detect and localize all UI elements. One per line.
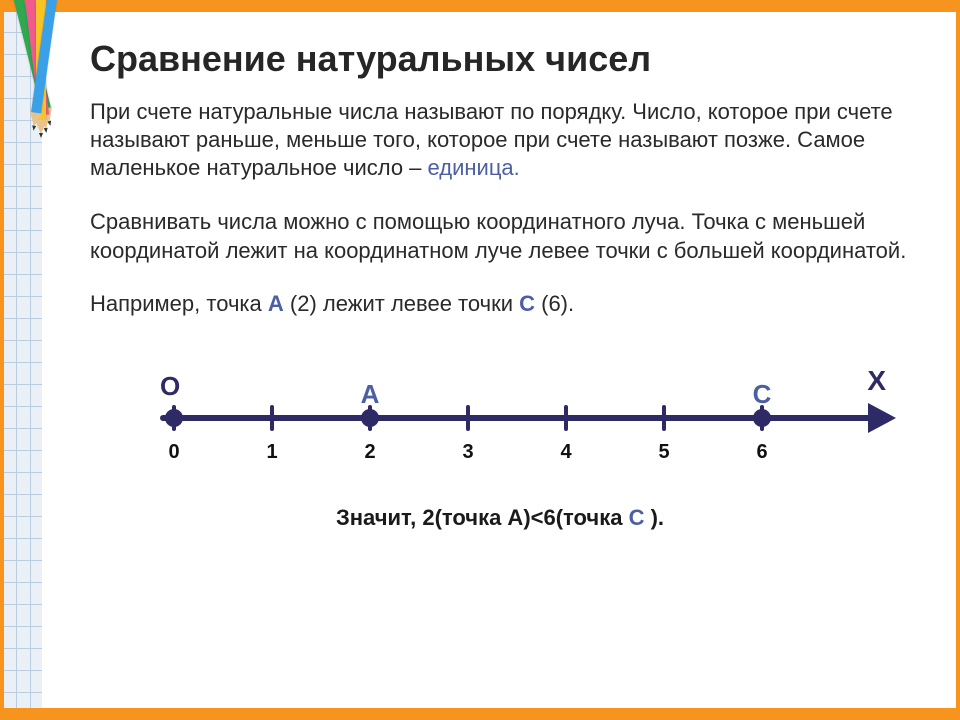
content-area: Сравнение натуральных чисел При счете на…: [90, 38, 910, 690]
axis-tick: [662, 405, 666, 431]
example-point-c: С: [519, 291, 535, 316]
axis-point-dot: [361, 409, 379, 427]
axis-tick-label: 6: [756, 441, 767, 464]
example-line: Например, точка А (2) лежит левее точки …: [90, 291, 910, 317]
axis-point-dot: [165, 409, 183, 427]
axis-tick: [466, 405, 470, 431]
axis-tick-label: 5: [658, 441, 669, 464]
example-point-a: А: [268, 291, 284, 316]
axis-tick-label: 1: [266, 441, 277, 464]
example-coord-c: (6).: [541, 291, 574, 316]
axis-tick: [270, 405, 274, 431]
axis-arrow-icon: [868, 403, 896, 433]
axis-point-dot: [753, 409, 771, 427]
conclusion-point: С: [629, 505, 651, 530]
axis-x-label: X: [867, 365, 886, 397]
axis-tick-label: 3: [462, 441, 473, 464]
axis-tick: [564, 405, 568, 431]
axis-line: [160, 415, 880, 421]
axis-point-label: C: [753, 379, 772, 410]
axis-origin-label: O: [160, 371, 180, 402]
conclusion-pre: Значит, 2(точка А)<6(точка: [336, 505, 622, 530]
example-mid: лежит левее точки: [323, 291, 519, 316]
example-pre: Например, точка: [90, 291, 262, 316]
example-coord-a: (2): [290, 291, 323, 316]
conclusion-line: Значит, 2(точка А)<6(точка С ).: [90, 505, 910, 531]
number-line-chart: O X 0 1 2 3 4 5 6 A C: [130, 345, 890, 495]
pencils-decoration: [12, 0, 72, 132]
para1-highlight: единица.: [428, 155, 520, 180]
conclusion-post: ).: [651, 505, 664, 530]
paragraph-1: При счете натуральные числа называют по …: [90, 98, 910, 182]
axis-tick-label: 0: [168, 441, 179, 464]
axis-point-label: A: [361, 379, 380, 410]
axis-tick-label: 2: [364, 441, 375, 464]
page-title: Сравнение натуральных чисел: [90, 38, 910, 80]
axis-tick-label: 4: [560, 441, 571, 464]
paragraph-2: Сравнивать числа можно с помощью координ…: [90, 208, 910, 264]
